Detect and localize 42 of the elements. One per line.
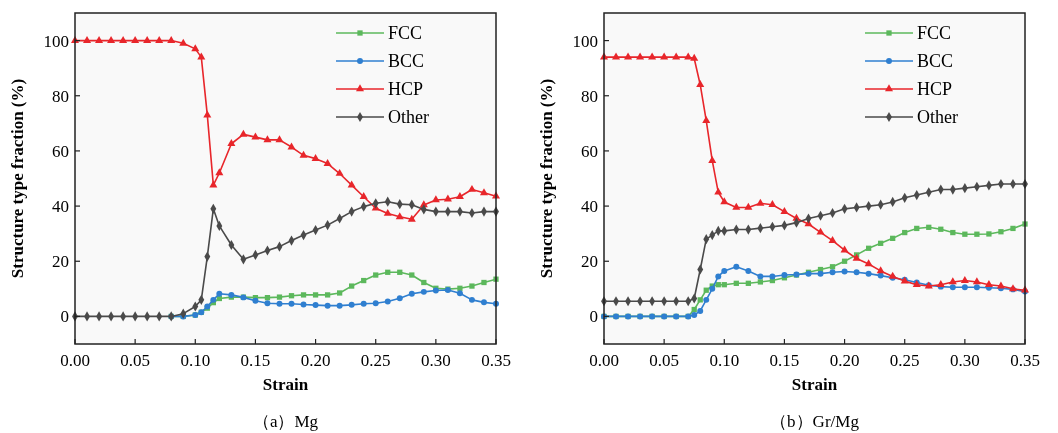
y-tick-label: 60	[581, 141, 598, 161]
legend-label: Other	[388, 107, 429, 128]
text: （a）Mg	[252, 412, 319, 431]
x-tick-label: 0.30	[420, 351, 451, 370]
legend-label: HCP	[388, 79, 424, 100]
x-tick-label: 0.15	[240, 351, 271, 370]
y-tick-label: 100	[572, 31, 598, 51]
legend-label: Other	[917, 107, 958, 128]
text: （b）Gr/Mg	[770, 412, 860, 431]
x-tick-label: 0.20	[300, 351, 331, 370]
x-tick-label: 0.05	[120, 351, 151, 370]
y-tick-label: 80	[581, 86, 598, 106]
x-tick-label: 0.20	[829, 351, 860, 370]
y-tick-label: 100	[43, 31, 69, 51]
x-tick-label: 0.25	[889, 351, 920, 370]
x-tick-label: 0.15	[769, 351, 800, 370]
x-tick-label: 0.35	[1010, 351, 1040, 370]
y-tick-label: 80	[52, 86, 69, 106]
x-axis-title: Strain	[262, 375, 309, 394]
legend-label: BCC	[388, 51, 425, 72]
y-tick-label: 60	[52, 141, 69, 161]
x-tick-label: 0.10	[709, 351, 740, 370]
legend-label: BCC	[917, 51, 954, 72]
x-tick-label: 0.25	[360, 351, 391, 370]
legend-label: FCC	[917, 23, 952, 44]
y-tick-label: 20	[581, 252, 598, 272]
x-axis-title: Strain	[791, 375, 838, 394]
y-axis-title: Structure type fraction (%)	[537, 78, 556, 279]
x-tick-label: 0.10	[180, 351, 211, 370]
x-tick-label: 0.00	[589, 351, 619, 370]
x-tick-label: 0.00	[60, 351, 90, 370]
y-tick-label: 0	[589, 307, 598, 327]
x-tick-label: 0.05	[649, 351, 680, 370]
y-tick-label: 40	[581, 197, 598, 217]
x-tick-label: 0.30	[949, 351, 980, 370]
y-tick-label: 0	[60, 307, 69, 327]
legend-label: HCP	[917, 79, 953, 100]
y-axis-title: Structure type fraction (%)	[8, 78, 27, 279]
y-tick-label: 40	[52, 197, 69, 217]
y-tick-label: 20	[52, 252, 69, 272]
legend-label: FCC	[388, 23, 423, 44]
x-tick-label: 0.35	[481, 351, 511, 370]
